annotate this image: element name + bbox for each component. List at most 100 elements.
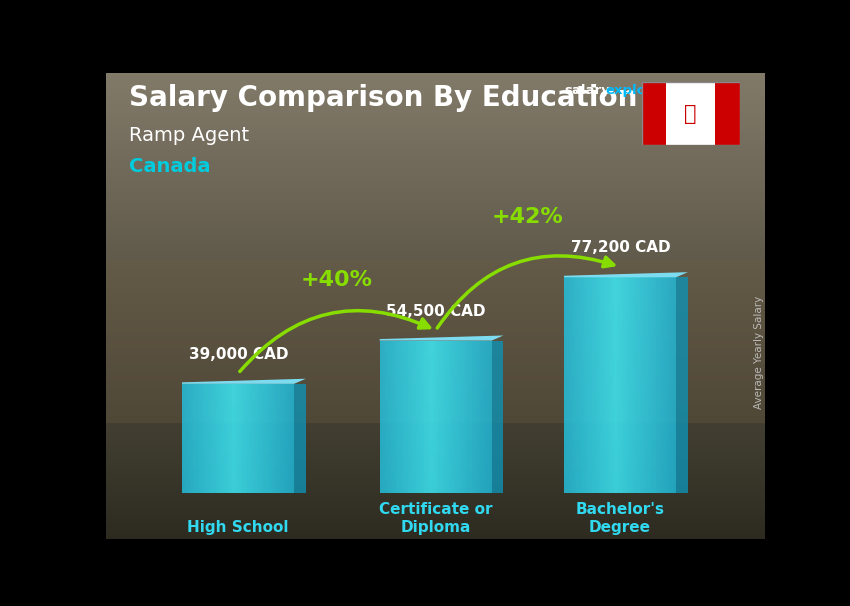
Bar: [288, 384, 292, 493]
Bar: [106, 222, 765, 224]
Text: Ramp Agent: Ramp Agent: [129, 127, 249, 145]
Bar: [106, 504, 765, 507]
Bar: [106, 383, 765, 385]
Bar: [106, 103, 765, 105]
Bar: [106, 493, 765, 495]
Bar: [106, 194, 765, 196]
Bar: [106, 127, 765, 128]
Bar: [106, 523, 765, 525]
Bar: [106, 395, 765, 397]
Bar: [106, 187, 765, 189]
Bar: [575, 278, 578, 493]
Bar: [106, 301, 765, 304]
Bar: [615, 278, 617, 493]
Bar: [106, 271, 765, 273]
Bar: [106, 143, 765, 145]
Bar: [106, 105, 765, 108]
Bar: [106, 145, 765, 147]
Bar: [106, 451, 765, 453]
Bar: [489, 341, 491, 493]
Text: 54,500 CAD: 54,500 CAD: [386, 304, 485, 319]
Bar: [441, 341, 444, 493]
Bar: [266, 384, 269, 493]
Bar: [204, 384, 207, 493]
Bar: [463, 341, 467, 493]
Bar: [106, 308, 765, 311]
Bar: [292, 384, 294, 493]
Bar: [106, 330, 765, 331]
Bar: [623, 278, 626, 493]
Bar: [106, 315, 765, 318]
Bar: [106, 322, 765, 325]
Bar: [106, 439, 765, 441]
Bar: [444, 341, 447, 493]
Bar: [413, 341, 416, 493]
Bar: [106, 292, 765, 295]
Bar: [106, 166, 765, 168]
Bar: [106, 525, 765, 528]
Bar: [106, 241, 765, 243]
Bar: [411, 341, 413, 493]
Bar: [106, 500, 765, 502]
Bar: [458, 341, 461, 493]
Bar: [581, 278, 584, 493]
Bar: [106, 262, 765, 264]
Bar: [447, 341, 450, 493]
Bar: [106, 287, 765, 290]
Bar: [106, 108, 765, 110]
Bar: [106, 152, 765, 155]
Bar: [715, 82, 740, 145]
Polygon shape: [380, 336, 503, 341]
Bar: [628, 278, 632, 493]
Bar: [106, 243, 765, 245]
Bar: [106, 306, 765, 308]
Bar: [106, 355, 765, 358]
Bar: [472, 341, 475, 493]
Bar: [634, 278, 637, 493]
Bar: [416, 341, 419, 493]
Bar: [106, 264, 765, 267]
Bar: [106, 98, 765, 101]
Bar: [456, 341, 458, 493]
Bar: [106, 364, 765, 367]
Bar: [106, 168, 765, 171]
Bar: [570, 278, 573, 493]
Bar: [106, 180, 765, 182]
Bar: [486, 341, 489, 493]
Bar: [193, 384, 196, 493]
Bar: [106, 474, 765, 476]
Bar: [424, 341, 428, 493]
Bar: [106, 94, 765, 96]
Bar: [106, 215, 765, 218]
Bar: [106, 521, 765, 523]
Bar: [106, 397, 765, 399]
Bar: [643, 278, 645, 493]
Bar: [665, 278, 667, 493]
Bar: [676, 278, 688, 493]
Bar: [106, 117, 765, 119]
Bar: [190, 384, 193, 493]
Bar: [106, 353, 765, 355]
Bar: [106, 362, 765, 364]
Bar: [450, 341, 452, 493]
Bar: [272, 384, 275, 493]
Bar: [106, 479, 765, 481]
Bar: [106, 190, 765, 191]
Text: .com: .com: [657, 84, 693, 98]
Bar: [106, 155, 765, 157]
Bar: [252, 384, 255, 493]
Bar: [106, 369, 765, 371]
Bar: [435, 341, 439, 493]
Bar: [184, 384, 188, 493]
Bar: [106, 133, 765, 136]
Bar: [106, 252, 765, 255]
Bar: [592, 278, 595, 493]
Bar: [106, 385, 765, 388]
Bar: [106, 80, 765, 82]
Bar: [106, 334, 765, 336]
Bar: [210, 384, 212, 493]
Bar: [106, 388, 765, 390]
Bar: [232, 384, 235, 493]
Bar: [106, 231, 765, 234]
Bar: [106, 119, 765, 122]
